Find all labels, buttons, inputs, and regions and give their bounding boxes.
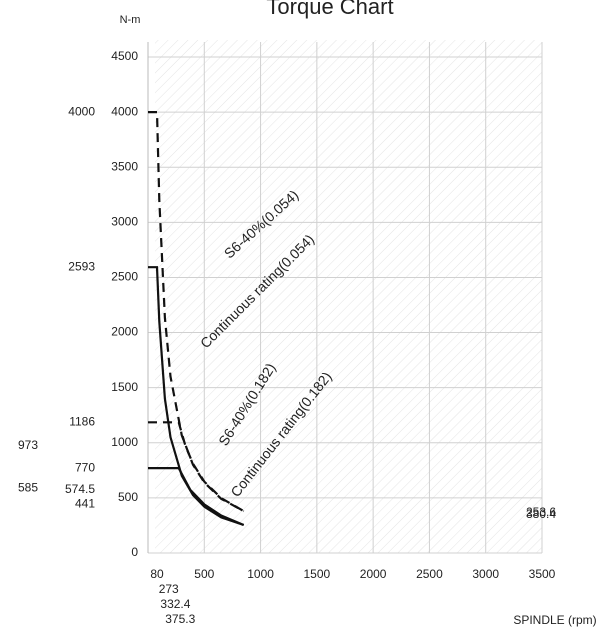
right-annotation: 253.6: [526, 505, 556, 519]
x-tick-label: 3000: [472, 567, 499, 581]
x-annotation: 375.3: [165, 612, 195, 626]
torque-line: [148, 421, 245, 513]
y-tick-label: 3000: [111, 215, 138, 229]
x-annotation: 332.4: [160, 597, 190, 611]
y-tick-label: 1500: [111, 380, 138, 394]
y-annotation: 574.5: [65, 482, 95, 496]
y-tick-label: 2500: [111, 270, 138, 284]
y-annotation: 1186: [69, 414, 95, 428]
x-tick-label: 80: [150, 567, 164, 581]
y-tick-label: 3500: [111, 159, 138, 173]
y-annotation: 973: [18, 438, 38, 452]
y-annotation: 4000: [68, 104, 95, 118]
y-tick-label: 2000: [111, 325, 138, 339]
y-annotation: 441: [75, 497, 95, 511]
torque-line: [148, 266, 245, 527]
x-tick-label: 2000: [360, 567, 387, 581]
y-annotation: 770: [75, 460, 95, 474]
y-tick-label: 500: [118, 490, 138, 504]
y-annotation: 2593: [68, 259, 95, 273]
right-annotation: 380.4: [526, 507, 556, 521]
torque-line: [148, 467, 245, 527]
y-annotation: 585: [18, 481, 38, 495]
y-tick-label: 4000: [111, 104, 138, 118]
x-tick-label: 500: [194, 567, 214, 581]
y-tick-label: 4500: [111, 49, 138, 63]
hatch-area: [155, 40, 542, 553]
y-axis-label: N-m: [120, 14, 141, 26]
y-tick-label: 1000: [111, 435, 138, 449]
x-annotation: 273: [159, 582, 179, 596]
x-tick-label: 1000: [247, 567, 274, 581]
x-axis-label: SPINDLE (rpm): [513, 613, 596, 627]
chart-title: Torque Chart: [266, 0, 393, 19]
x-tick-label: 1500: [304, 567, 331, 581]
x-tick-label: 2500: [416, 567, 443, 581]
y-tick-label: 0: [131, 545, 138, 559]
x-tick-label: 3500: [529, 567, 556, 581]
